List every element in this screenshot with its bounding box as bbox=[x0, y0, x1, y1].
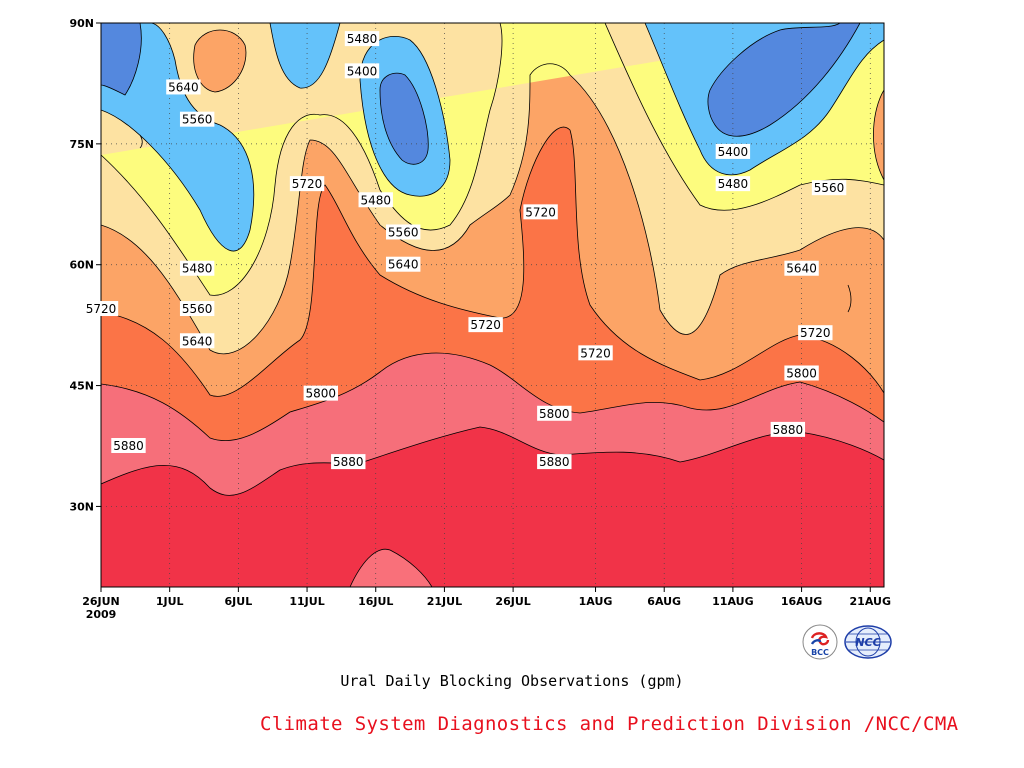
contour-label-box bbox=[715, 176, 751, 192]
contour-label-box bbox=[715, 143, 751, 159]
x-tick-label: 11AUG bbox=[712, 595, 753, 608]
svg-text:BCC: BCC bbox=[811, 648, 829, 657]
x-year-label: 2009 bbox=[86, 608, 117, 621]
contour-label: 5800 bbox=[786, 366, 817, 380]
contour-label-box bbox=[578, 345, 613, 361]
x-tick-label: 6JUL bbox=[225, 595, 253, 608]
contour-label-box bbox=[344, 63, 380, 79]
contour-label-box bbox=[358, 192, 393, 208]
contour-label: 5880 bbox=[113, 439, 144, 453]
contour-label: 5560 bbox=[388, 225, 419, 239]
x-tick-label: 21JUL bbox=[427, 595, 462, 608]
contour-label-box bbox=[784, 365, 819, 381]
x-tick-label: 1JUL bbox=[156, 595, 184, 608]
x-tick-label: 26JUL bbox=[495, 595, 530, 608]
contour-label-box bbox=[537, 405, 572, 421]
contour-label: 5880 bbox=[539, 455, 570, 469]
contour-label-box bbox=[166, 79, 201, 95]
contour-label: 5640 bbox=[168, 80, 199, 94]
contour-label-box bbox=[303, 385, 338, 401]
contour-label: 5720 bbox=[86, 302, 117, 316]
bcc-logo: BCC bbox=[802, 624, 838, 660]
contour-label-box bbox=[784, 260, 819, 276]
contour-label: 5720 bbox=[800, 326, 831, 340]
y-tick-label: 75N bbox=[69, 138, 94, 151]
contour-label: 5480 bbox=[182, 262, 213, 276]
credit-line: Climate System Diagnostics and Predictio… bbox=[260, 713, 959, 735]
y-tick-label: 30N bbox=[69, 500, 94, 513]
x-tick-label: 16JUL bbox=[358, 595, 393, 608]
contour-label: 5560 bbox=[814, 181, 845, 195]
contour-label-box bbox=[344, 31, 380, 47]
x-tick-label: 16AUG bbox=[781, 595, 822, 608]
band-5640-5720-northwest bbox=[193, 30, 246, 92]
contour-label: 5880 bbox=[773, 423, 804, 437]
contour-label: 5800 bbox=[306, 387, 337, 401]
x-tick-label: 26JUN bbox=[82, 595, 120, 608]
x-tick-label: 11JUL bbox=[289, 595, 324, 608]
x-tick-label: 6AUG bbox=[647, 595, 681, 608]
band-below-5400-east bbox=[707, 23, 860, 137]
band-above-5960 bbox=[350, 549, 432, 587]
contour-label: 5640 bbox=[182, 334, 213, 348]
contour-label: 5400 bbox=[718, 145, 749, 159]
contour-label-box bbox=[179, 111, 215, 127]
contour-label: 5720 bbox=[292, 177, 323, 191]
band-5400-5480-west bbox=[101, 23, 254, 252]
contour-fill-layer bbox=[101, 23, 884, 587]
contour-label: 5640 bbox=[388, 258, 419, 272]
contour-label: 5480 bbox=[360, 193, 391, 207]
contour-labels: 5480 5400 5640 5560 5400 5720 5480 5560 5480 5720… bbox=[83, 31, 847, 470]
contour-label-box bbox=[179, 260, 215, 276]
contour-label-box bbox=[770, 421, 806, 437]
x-tick-label: 1AUG bbox=[579, 595, 613, 608]
contour-label-box bbox=[331, 454, 366, 470]
contour-lines bbox=[101, 23, 884, 587]
contour-label: 5480 bbox=[347, 32, 378, 46]
contour-label: 5640 bbox=[786, 262, 817, 276]
contour-label-box bbox=[289, 176, 325, 192]
chart-title: Ural Daily Blocking Observations (gpm) bbox=[340, 672, 684, 690]
y-tick-label: 45N bbox=[69, 380, 94, 393]
y-axis: 30N 45N 60N 75N 90N bbox=[69, 17, 101, 513]
contour-label-box bbox=[179, 301, 215, 317]
contour-label-box bbox=[386, 224, 421, 240]
contour-label: 5560 bbox=[182, 113, 213, 127]
contour-label-box bbox=[537, 454, 572, 470]
y-tick-label: 90N bbox=[69, 17, 94, 30]
svg-text:NCC: NCC bbox=[855, 636, 880, 649]
band-below-5400-west bbox=[101, 23, 142, 95]
contour-label-box bbox=[179, 333, 215, 349]
contour-label-box bbox=[83, 301, 119, 317]
contour-label-box bbox=[811, 180, 847, 196]
contour-label-box bbox=[468, 317, 503, 333]
contour-label-box bbox=[798, 325, 833, 341]
x-tick-label: 21AUG bbox=[850, 595, 891, 608]
contour-label: 5480 bbox=[718, 177, 749, 191]
ncc-logo: NCC bbox=[844, 625, 892, 659]
contour-label: 5560 bbox=[182, 302, 213, 316]
contour-label: 5800 bbox=[539, 407, 570, 421]
grid-lines bbox=[101, 23, 884, 587]
contour-label: 5720 bbox=[580, 346, 611, 360]
contour-label: 5720 bbox=[525, 205, 556, 219]
contour-label: 5400 bbox=[347, 64, 378, 78]
y-tick-label: 60N bbox=[69, 259, 94, 272]
contour-label: 5880 bbox=[333, 455, 364, 469]
contour-label-box bbox=[523, 204, 558, 220]
contour-label-box bbox=[386, 256, 421, 272]
contour-label-box bbox=[111, 438, 146, 453]
contour-label: 5720 bbox=[470, 318, 501, 332]
band-below-5400-center bbox=[380, 73, 429, 165]
